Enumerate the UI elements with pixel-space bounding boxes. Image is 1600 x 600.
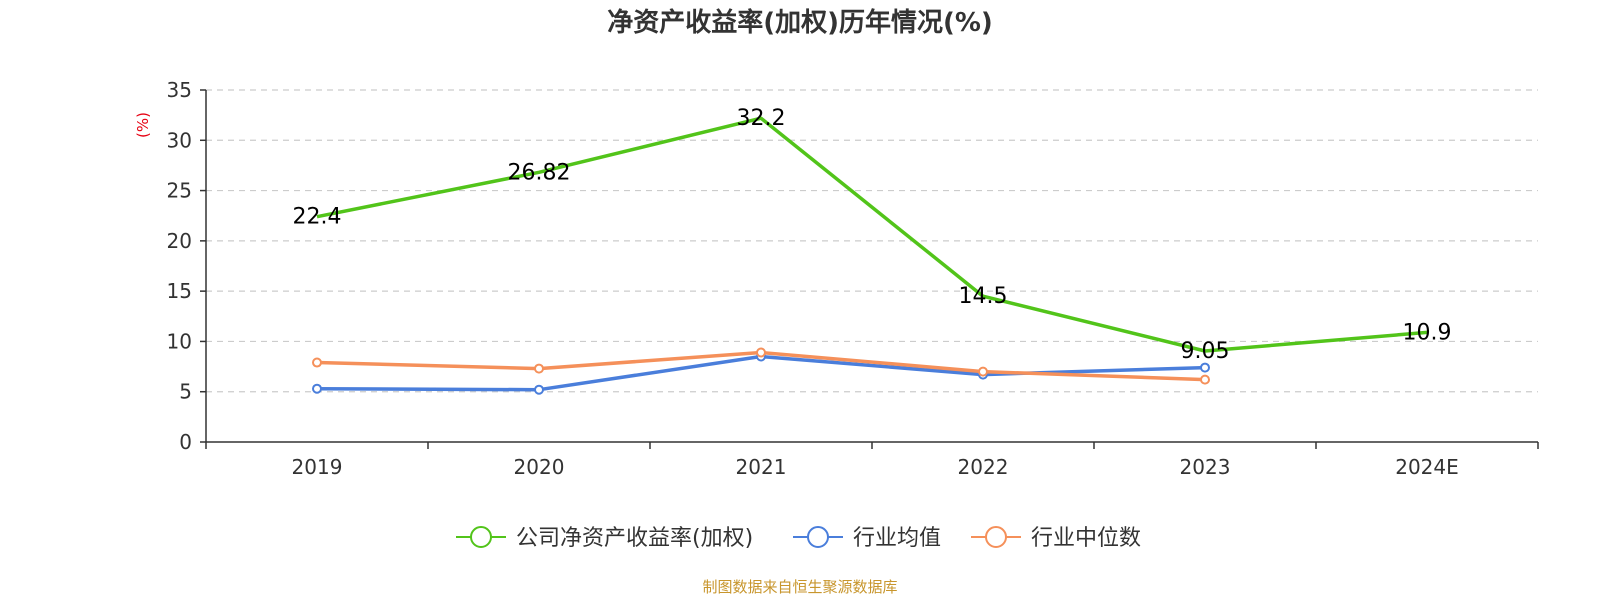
- data-label: 9.05: [1181, 339, 1230, 364]
- y-axis-label: (%): [134, 112, 152, 138]
- data-label: 26.82: [508, 160, 571, 185]
- legend-marker-icon: [985, 526, 1007, 548]
- x-tick-label: 2024E: [1395, 455, 1459, 479]
- data-labels: 22.4 26.82 32.2 14.5 9.05 10.9: [293, 106, 1452, 364]
- axes: 0 5 10 15 20 25 30 35 2019 2020 2021 2022 2023 2024E: [167, 78, 1539, 479]
- series-point-1[interactable]: [312, 383, 322, 394]
- grid-lines: [206, 89, 1538, 393]
- x-tick-label: 2020: [514, 455, 565, 479]
- series-point-1[interactable]: [1200, 362, 1210, 373]
- series-point-2[interactable]: [756, 347, 766, 358]
- series-line-0: [316, 116, 1428, 353]
- y-tick-label: 20: [167, 229, 192, 253]
- legend-item-1[interactable]: 行业均值: [793, 526, 941, 551]
- series-point-2[interactable]: [978, 366, 988, 377]
- data-label: 22.4: [293, 205, 342, 230]
- data-label: 14.5: [959, 284, 1008, 309]
- source-note: 制图数据来自恒生聚源数据库: [702, 578, 897, 596]
- x-tick-label: 2019: [292, 455, 343, 479]
- y-tick-label: 30: [167, 128, 192, 152]
- legend-item-2[interactable]: 行业中位数: [971, 526, 1141, 551]
- y-tick-label: 10: [167, 329, 192, 353]
- series-point-1[interactable]: [534, 384, 544, 395]
- chart-title: 净资产收益率(加权)历年情况(%): [607, 7, 993, 38]
- legend-item-0[interactable]: 公司净资产收益率(加权): [456, 526, 753, 551]
- x-tick-label: 2022: [958, 455, 1009, 479]
- legend-label: 行业均值: [853, 526, 941, 551]
- y-tick-label: 0: [179, 430, 192, 454]
- legend-marker-icon: [470, 526, 492, 548]
- x-tick-label: 2021: [736, 455, 787, 479]
- data-label: 10.9: [1403, 320, 1452, 345]
- series-point-2[interactable]: [1200, 374, 1210, 385]
- legend-label: 行业中位数: [1031, 526, 1141, 551]
- y-tick-label: 5: [179, 380, 192, 404]
- y-tick-label: 15: [167, 279, 192, 303]
- legend-marker-icon: [807, 526, 829, 548]
- data-label: 32.2: [737, 106, 786, 131]
- legend-label: 公司净资产收益率(加权): [516, 526, 753, 551]
- series-layer: [312, 116, 1428, 395]
- legend[interactable]: 公司净资产收益率(加权) 行业均值 行业中位数: [456, 526, 1141, 551]
- y-tick-label: 35: [167, 78, 192, 102]
- x-tick-label: 2023: [1180, 455, 1231, 479]
- y-tick-label: 25: [167, 179, 192, 203]
- series-point-2[interactable]: [312, 357, 322, 368]
- series-point-2[interactable]: [534, 363, 544, 374]
